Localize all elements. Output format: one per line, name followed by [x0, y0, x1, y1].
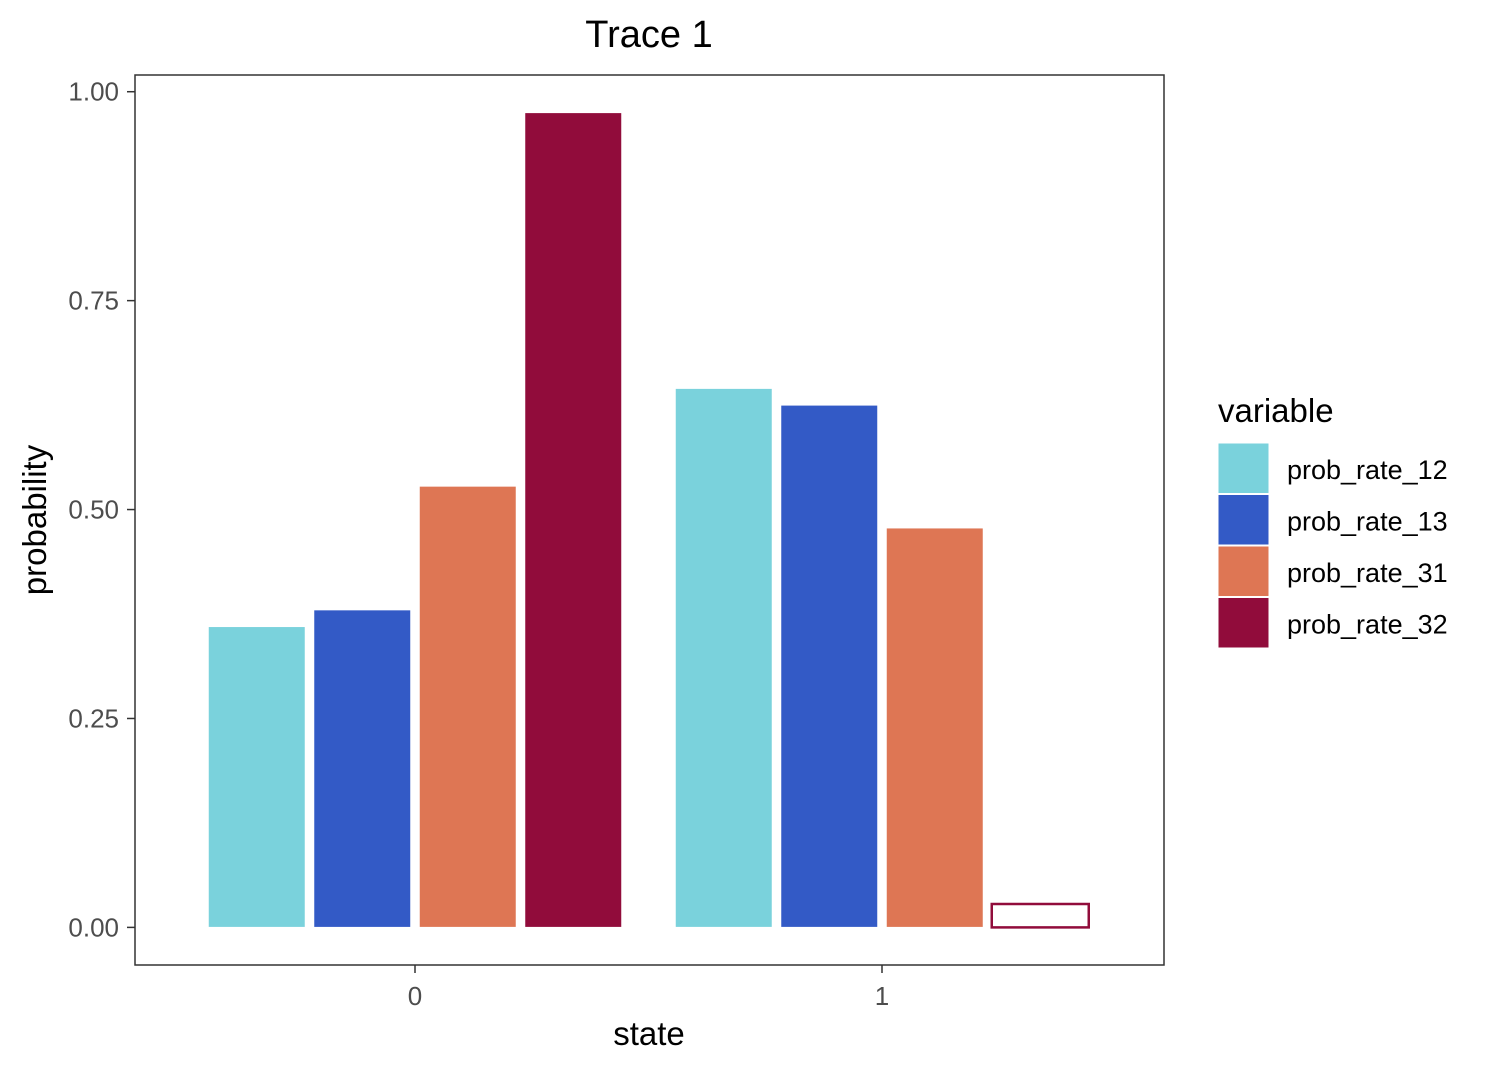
y-axis-title: probability: [16, 444, 53, 595]
legend: variable prob_rate_12 prob_rate_13 prob_ra…: [1217, 392, 1448, 649]
bar-prob_rate_13-state-0: [313, 609, 412, 928]
bar-prob_rate_12-state-0: [207, 626, 306, 928]
y-tick-label: 0.50: [68, 495, 119, 525]
x-tick-label: 1: [875, 981, 889, 1011]
y-axis: 0.00 0.25 0.50 0.75 1.00: [68, 77, 135, 942]
plot-panel: [134, 74, 1165, 966]
bar-prob_rate_32-state-0: [524, 112, 623, 928]
x-tick-label: 0: [408, 981, 422, 1011]
x-axis-title: state: [613, 1015, 685, 1052]
legend-key-prob_rate_12: [1217, 442, 1270, 494]
bar-prob_rate_32-state-1: [990, 902, 1090, 929]
y-tick-label: 0.75: [68, 286, 119, 316]
legend-label-prob_rate_12: prob_rate_12: [1287, 455, 1448, 485]
legend-label-prob_rate_31: prob_rate_31: [1287, 558, 1448, 588]
legend-title: variable: [1218, 392, 1334, 429]
legend-label-prob_rate_32: prob_rate_32: [1287, 609, 1448, 639]
bar-prob_rate_12-state-1: [674, 387, 773, 928]
bar-prob_rate_31-state-1: [885, 527, 984, 928]
y-tick-label: 0.25: [68, 703, 119, 733]
bars-layer: [207, 112, 1090, 929]
bar-prob_rate_13-state-1: [780, 404, 879, 928]
legend-label-prob_rate_13: prob_rate_13: [1287, 506, 1448, 536]
bar-prob_rate_31-state-0: [418, 485, 517, 928]
chart-title: Trace 1: [585, 14, 712, 56]
y-tick-label: 0.00: [68, 912, 119, 942]
legend-key-prob_rate_31: [1217, 545, 1270, 597]
legend-key-prob_rate_32: [1217, 597, 1270, 649]
legend-key-prob_rate_13: [1217, 494, 1270, 546]
y-tick-label: 1.00: [68, 77, 119, 107]
